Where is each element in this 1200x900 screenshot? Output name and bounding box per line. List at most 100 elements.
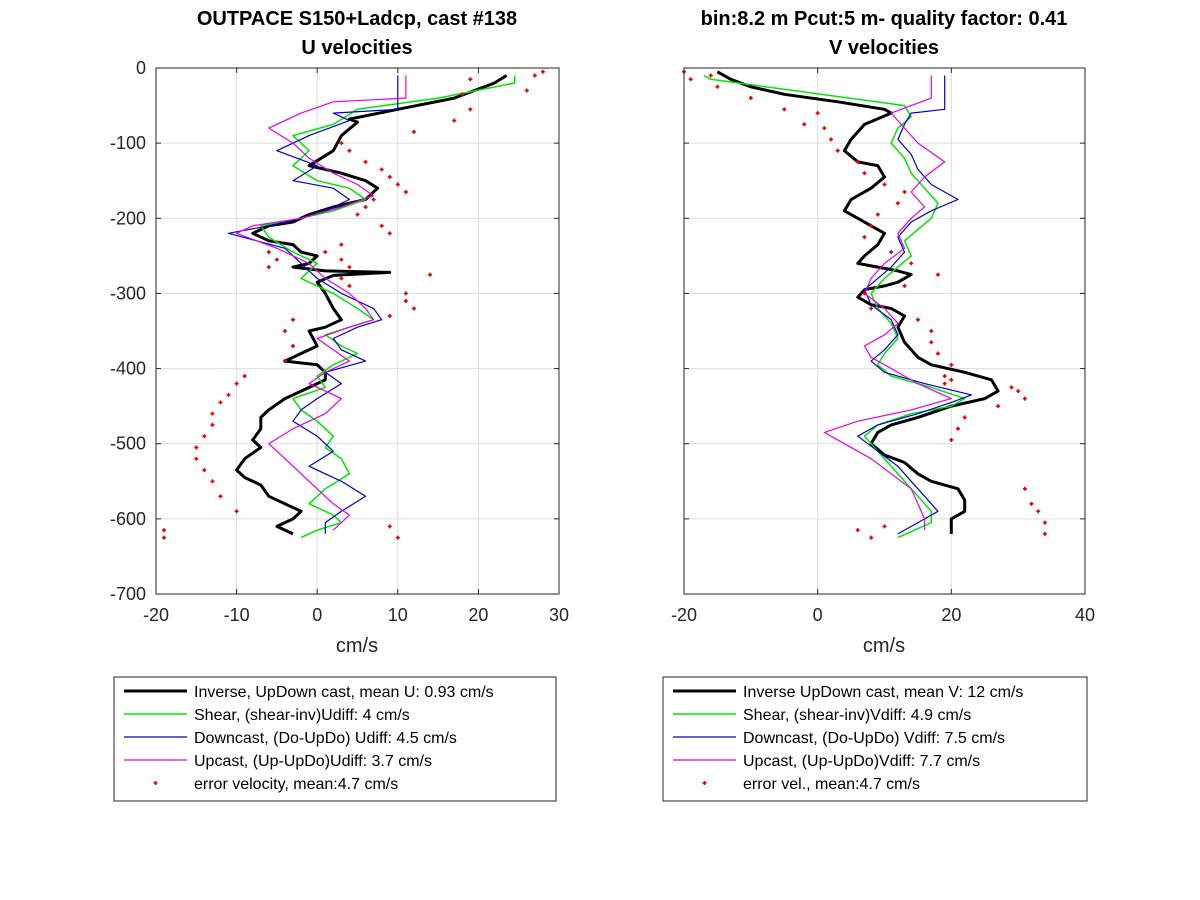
- v-axes-box: [683, 67, 1086, 595]
- u-x-ticks: -20 -10 0 10 20 30: [143, 68, 569, 625]
- u-error-point: [403, 291, 408, 296]
- v-error-point: [935, 351, 940, 356]
- v-error-point: [962, 415, 967, 420]
- u-x-tick-label: 30: [549, 605, 569, 625]
- v-error-point: [855, 159, 860, 164]
- v-error-point: [748, 96, 753, 101]
- v-panel-subtitle: V velocities: [829, 37, 939, 59]
- u-error-point: [460, 92, 465, 97]
- u-error-point: [162, 535, 167, 540]
- u-legend-label: error velocity, mean:4.7 cm/s: [194, 776, 398, 793]
- v-series-line-3: [823, 75, 952, 531]
- u-series-line-0: [235, 74, 508, 536]
- u-error-point: [468, 107, 473, 112]
- u-panel-subtitle: U velocities: [301, 37, 412, 59]
- u-error-point: [339, 257, 344, 262]
- v-legend-marker: [702, 781, 707, 785]
- u-error-point: [218, 400, 223, 405]
- v-grid: [684, 68, 1085, 594]
- u-error-point: [540, 69, 545, 74]
- v-error-point: [835, 148, 840, 153]
- u-error-point: [355, 212, 360, 217]
- u-error-point: [524, 88, 529, 93]
- u-y-tick-label: -300: [110, 283, 146, 303]
- v-panel-title: bin:8.2 m Pcut:5 m- quality factor: 0.41: [701, 8, 1068, 30]
- u-error-point: [210, 422, 215, 427]
- u-x-tick-label: 10: [388, 605, 408, 625]
- v-error-point: [815, 111, 820, 116]
- v-error-point: [956, 426, 961, 431]
- u-error-point: [218, 494, 223, 499]
- v-error-point: [882, 182, 887, 187]
- v-error-point: [1016, 389, 1021, 394]
- v-legend-label: Downcast, (Do-UpDo) Vdiff: 7.5 cm/s: [743, 730, 1005, 747]
- v-error-point: [855, 528, 860, 533]
- u-legend-items: Inverse, UpDown cast, mean U: 0.93 cm/s S…: [124, 684, 494, 793]
- v-error-point: [949, 377, 954, 382]
- v-error-point: [1042, 520, 1047, 525]
- v-error-point: [862, 291, 867, 296]
- v-velocity-panel: bin:8.2 m Pcut:5 m- quality factor: 0.41…: [662, 8, 1095, 802]
- v-x-tick-label: 40: [1075, 605, 1095, 625]
- u-error-point: [395, 535, 400, 540]
- u-error-point: [379, 223, 384, 228]
- v-error-point: [782, 107, 787, 112]
- u-error-point: [532, 73, 537, 78]
- u-legend-marker: [153, 781, 158, 785]
- v-y-ticks: [684, 67, 1085, 595]
- v-legend-items: Inverse UpDown cast, mean V: 12 cm/s Shea…: [673, 684, 1023, 793]
- v-x-ticks: -20 0 20 40: [671, 68, 1095, 625]
- u-error-point: [468, 77, 473, 82]
- v-error-point: [869, 306, 874, 311]
- v-error-point: [862, 235, 867, 240]
- u-error-point: [266, 250, 271, 255]
- u-panel-title: OUTPACE S150+Ladcp, cast #138: [197, 8, 517, 30]
- u-error-point: [210, 479, 215, 484]
- v-error-point: [996, 404, 1001, 409]
- u-legend-label: Inverse, UpDown cast, mean U: 0.93 cm/s: [194, 684, 494, 701]
- v-series-error-points: [682, 69, 1047, 540]
- u-x-tick-label: 0: [312, 605, 322, 625]
- u-legend: Inverse, UpDown cast, mean U: 0.93 cm/s S…: [113, 676, 557, 802]
- v-error-point: [909, 261, 914, 266]
- u-error-point: [234, 381, 239, 386]
- v-x-tick-label: 20: [941, 605, 961, 625]
- u-error-point: [323, 250, 328, 255]
- u-error-point: [226, 392, 231, 397]
- v-legend-label: error vel., mean:4.7 cm/s: [743, 776, 920, 793]
- u-error-point: [347, 265, 352, 270]
- v-x-tick-label: -20: [671, 605, 697, 625]
- u-error-point: [282, 359, 287, 364]
- u-error-point: [282, 329, 287, 333]
- u-y-tick-label: -700: [110, 584, 146, 604]
- u-error-point: [339, 242, 344, 247]
- v-error-point: [929, 340, 934, 345]
- u-error-point: [411, 129, 416, 134]
- u-error-point: [379, 167, 384, 172]
- v-x-axis-label: cm/s: [863, 635, 905, 657]
- u-error-point: [387, 524, 392, 529]
- u-velocity-panel: OUTPACE S150+Ladcp, cast #138 U velociti…: [110, 8, 569, 802]
- u-error-point: [387, 313, 392, 318]
- u-error-point: [242, 374, 247, 379]
- u-legend-label: Downcast, (Do-UpDo) Udiff: 4.5 cm/s: [194, 730, 457, 747]
- u-x-tick-label: -10: [224, 605, 250, 625]
- v-error-point: [822, 126, 827, 131]
- v-error-point: [1042, 531, 1047, 536]
- v-series: [682, 69, 1047, 540]
- u-y-ticks: 0 -100 -200 -300 -400 -500 -600 -700: [110, 58, 559, 604]
- u-error-point: [347, 283, 352, 288]
- v-error-point: [942, 374, 947, 379]
- u-error-point: [274, 257, 279, 262]
- u-series-error-points: [162, 69, 545, 540]
- u-y-tick-label: -200: [110, 208, 146, 228]
- u-error-point: [403, 189, 408, 194]
- v-error-point: [869, 535, 874, 540]
- u-x-axis-label: cm/s: [336, 635, 378, 657]
- v-error-point: [935, 272, 940, 277]
- v-legend: Inverse UpDown cast, mean V: 12 cm/s Shea…: [662, 676, 1088, 802]
- v-error-point: [829, 137, 834, 142]
- v-legend-label: Shear, (shear-inv)Vdiff: 4.9 cm/s: [743, 707, 971, 724]
- u-error-point: [210, 411, 215, 416]
